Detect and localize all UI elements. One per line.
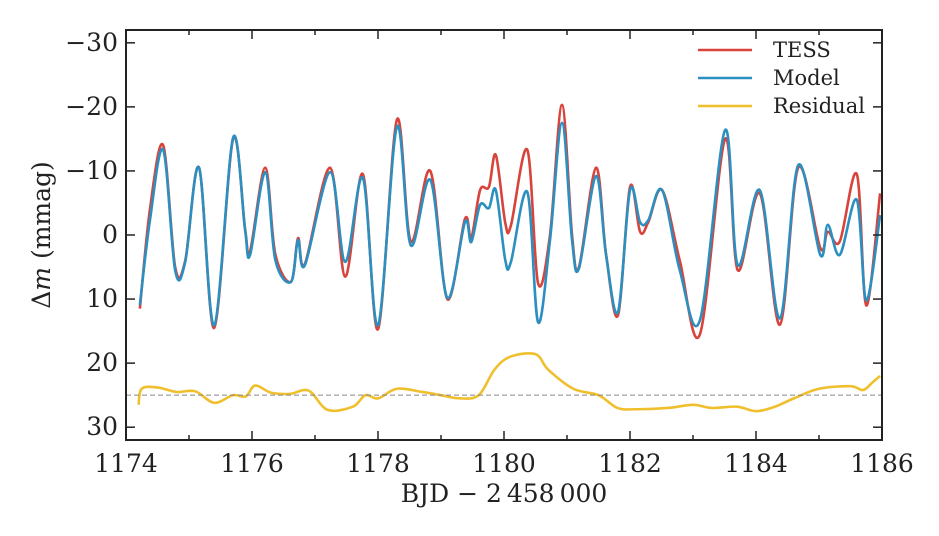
y-tick-label: 20	[86, 348, 118, 377]
series-layer	[137, 103, 882, 413]
y-tick-label: −10	[65, 156, 118, 185]
y-tick-label: 30	[86, 412, 118, 441]
x-tick-label: 1176	[220, 449, 284, 478]
x-tick-label: 1182	[598, 449, 662, 478]
y-axis-label: Δm (mmag)	[27, 161, 56, 309]
y-tick-label: −20	[65, 92, 118, 121]
series-line-residual	[137, 351, 881, 413]
legend-label-residual: Residual	[773, 94, 865, 118]
axis-ticks: 1174 1176 1178 1180 1182 1184 1186 −30 −20 −10 0 10…	[65, 28, 914, 478]
x-tick-label: 1178	[346, 449, 410, 478]
y-tick-label: 0	[102, 220, 118, 249]
series-line-model	[138, 121, 882, 328]
series-line-tess	[138, 103, 882, 339]
x-tick-label: 1174	[94, 449, 158, 478]
x-tick-label: 1180	[472, 449, 536, 478]
x-tick-label: 1186	[850, 449, 914, 478]
y-tick-label: 10	[86, 284, 118, 313]
legend-label-tess: TESS	[773, 38, 831, 62]
x-axis-label: BJD − 2 458 000	[401, 479, 608, 508]
legend: TESS Model Residual	[698, 38, 865, 118]
x-tick-label: 1184	[724, 449, 788, 478]
y-tick-label: −30	[65, 28, 118, 57]
legend-label-model: Model	[773, 66, 840, 90]
